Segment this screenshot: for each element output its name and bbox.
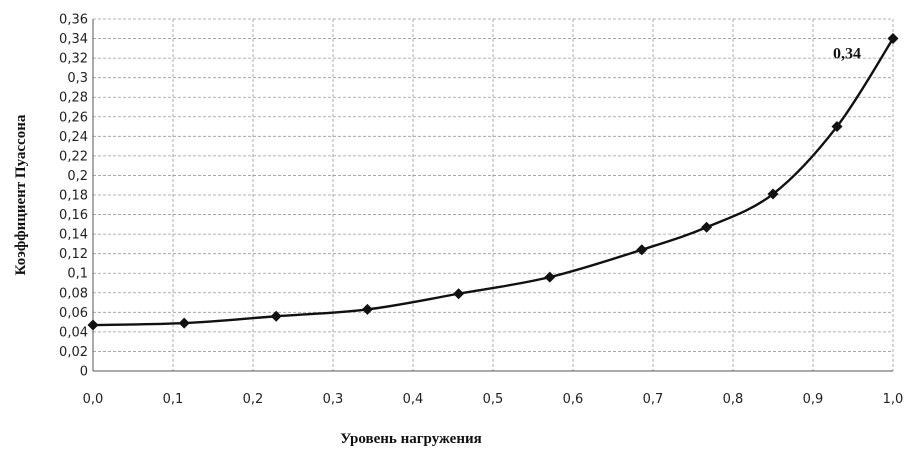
data-point-marker <box>361 303 373 315</box>
data-point-marker <box>636 244 648 256</box>
y-tick-label: 0,16 <box>59 208 88 223</box>
x-tick-label: 0,6 <box>563 392 584 407</box>
data-point-marker <box>453 288 465 300</box>
y-tick-label: 0,36 <box>59 13 88 28</box>
y-tick-label: 0,34 <box>59 32 88 47</box>
data-point-marker <box>87 319 99 331</box>
markers-group <box>87 33 899 331</box>
axes <box>92 19 893 372</box>
data-point-marker <box>701 221 713 233</box>
x-tick-label: 0,8 <box>723 392 744 407</box>
y-tick-labels: 0 0,02 0,04 0,06 0,08 0,1 0,12 0,14 0,16 0,18 0,2 0… <box>59 13 88 380</box>
data-point-marker <box>831 121 843 133</box>
y-tick-label: 0,14 <box>59 228 88 243</box>
data-point-marker <box>178 317 190 329</box>
y-tick-label: 0,1 <box>67 267 88 282</box>
y-axis-title: Коэффициент Пуассона <box>13 114 29 275</box>
data-point-marker <box>767 188 779 200</box>
y-tick-label: 0,3 <box>67 71 88 86</box>
x-tick-label: 0,5 <box>483 392 504 407</box>
y-tick-label: 0,22 <box>59 149 88 164</box>
y-tick-label: 0,28 <box>59 91 88 106</box>
x-tick-label: 0,1 <box>163 392 184 407</box>
y-tick-label: 0,2 <box>67 169 88 184</box>
y-tick-label: 0,12 <box>59 247 88 262</box>
x-tick-label: 0,2 <box>243 392 264 407</box>
data-label: 0,34 <box>833 46 861 63</box>
y-tick-label: 0,26 <box>59 110 88 125</box>
data-point-marker <box>887 33 899 45</box>
y-tick-label: 0 <box>80 365 88 380</box>
y-tick-label: 0,02 <box>59 345 88 360</box>
data-point-marker <box>270 310 282 322</box>
y-tick-label: 0,08 <box>59 286 88 301</box>
x-axis-title: Уровень нагружения <box>340 431 481 447</box>
x-tick-label: 1,0 <box>883 392 904 407</box>
x-tick-label: 0,4 <box>403 392 424 407</box>
y-tick-label: 0,32 <box>59 52 88 67</box>
y-tick-label: 0,18 <box>59 189 88 204</box>
x-tick-label: 0,3 <box>323 392 344 407</box>
x-tick-label: 0,7 <box>643 392 664 407</box>
data-point-marker <box>544 271 556 283</box>
x-tick-labels: 0,0 0,1 0,2 0,3 0,4 0,5 0,6 0,7 0,8 0,9 1,0 <box>83 392 904 407</box>
x-tick-label: 0,0 <box>83 392 104 407</box>
y-tick-label: 0,24 <box>59 130 88 145</box>
y-tick-label: 0,04 <box>59 325 88 340</box>
y-tick-label: 0,06 <box>59 306 88 321</box>
grid-lines <box>93 18 894 371</box>
annotations: 0,34 <box>833 46 861 63</box>
x-tick-label: 0,9 <box>803 392 824 407</box>
